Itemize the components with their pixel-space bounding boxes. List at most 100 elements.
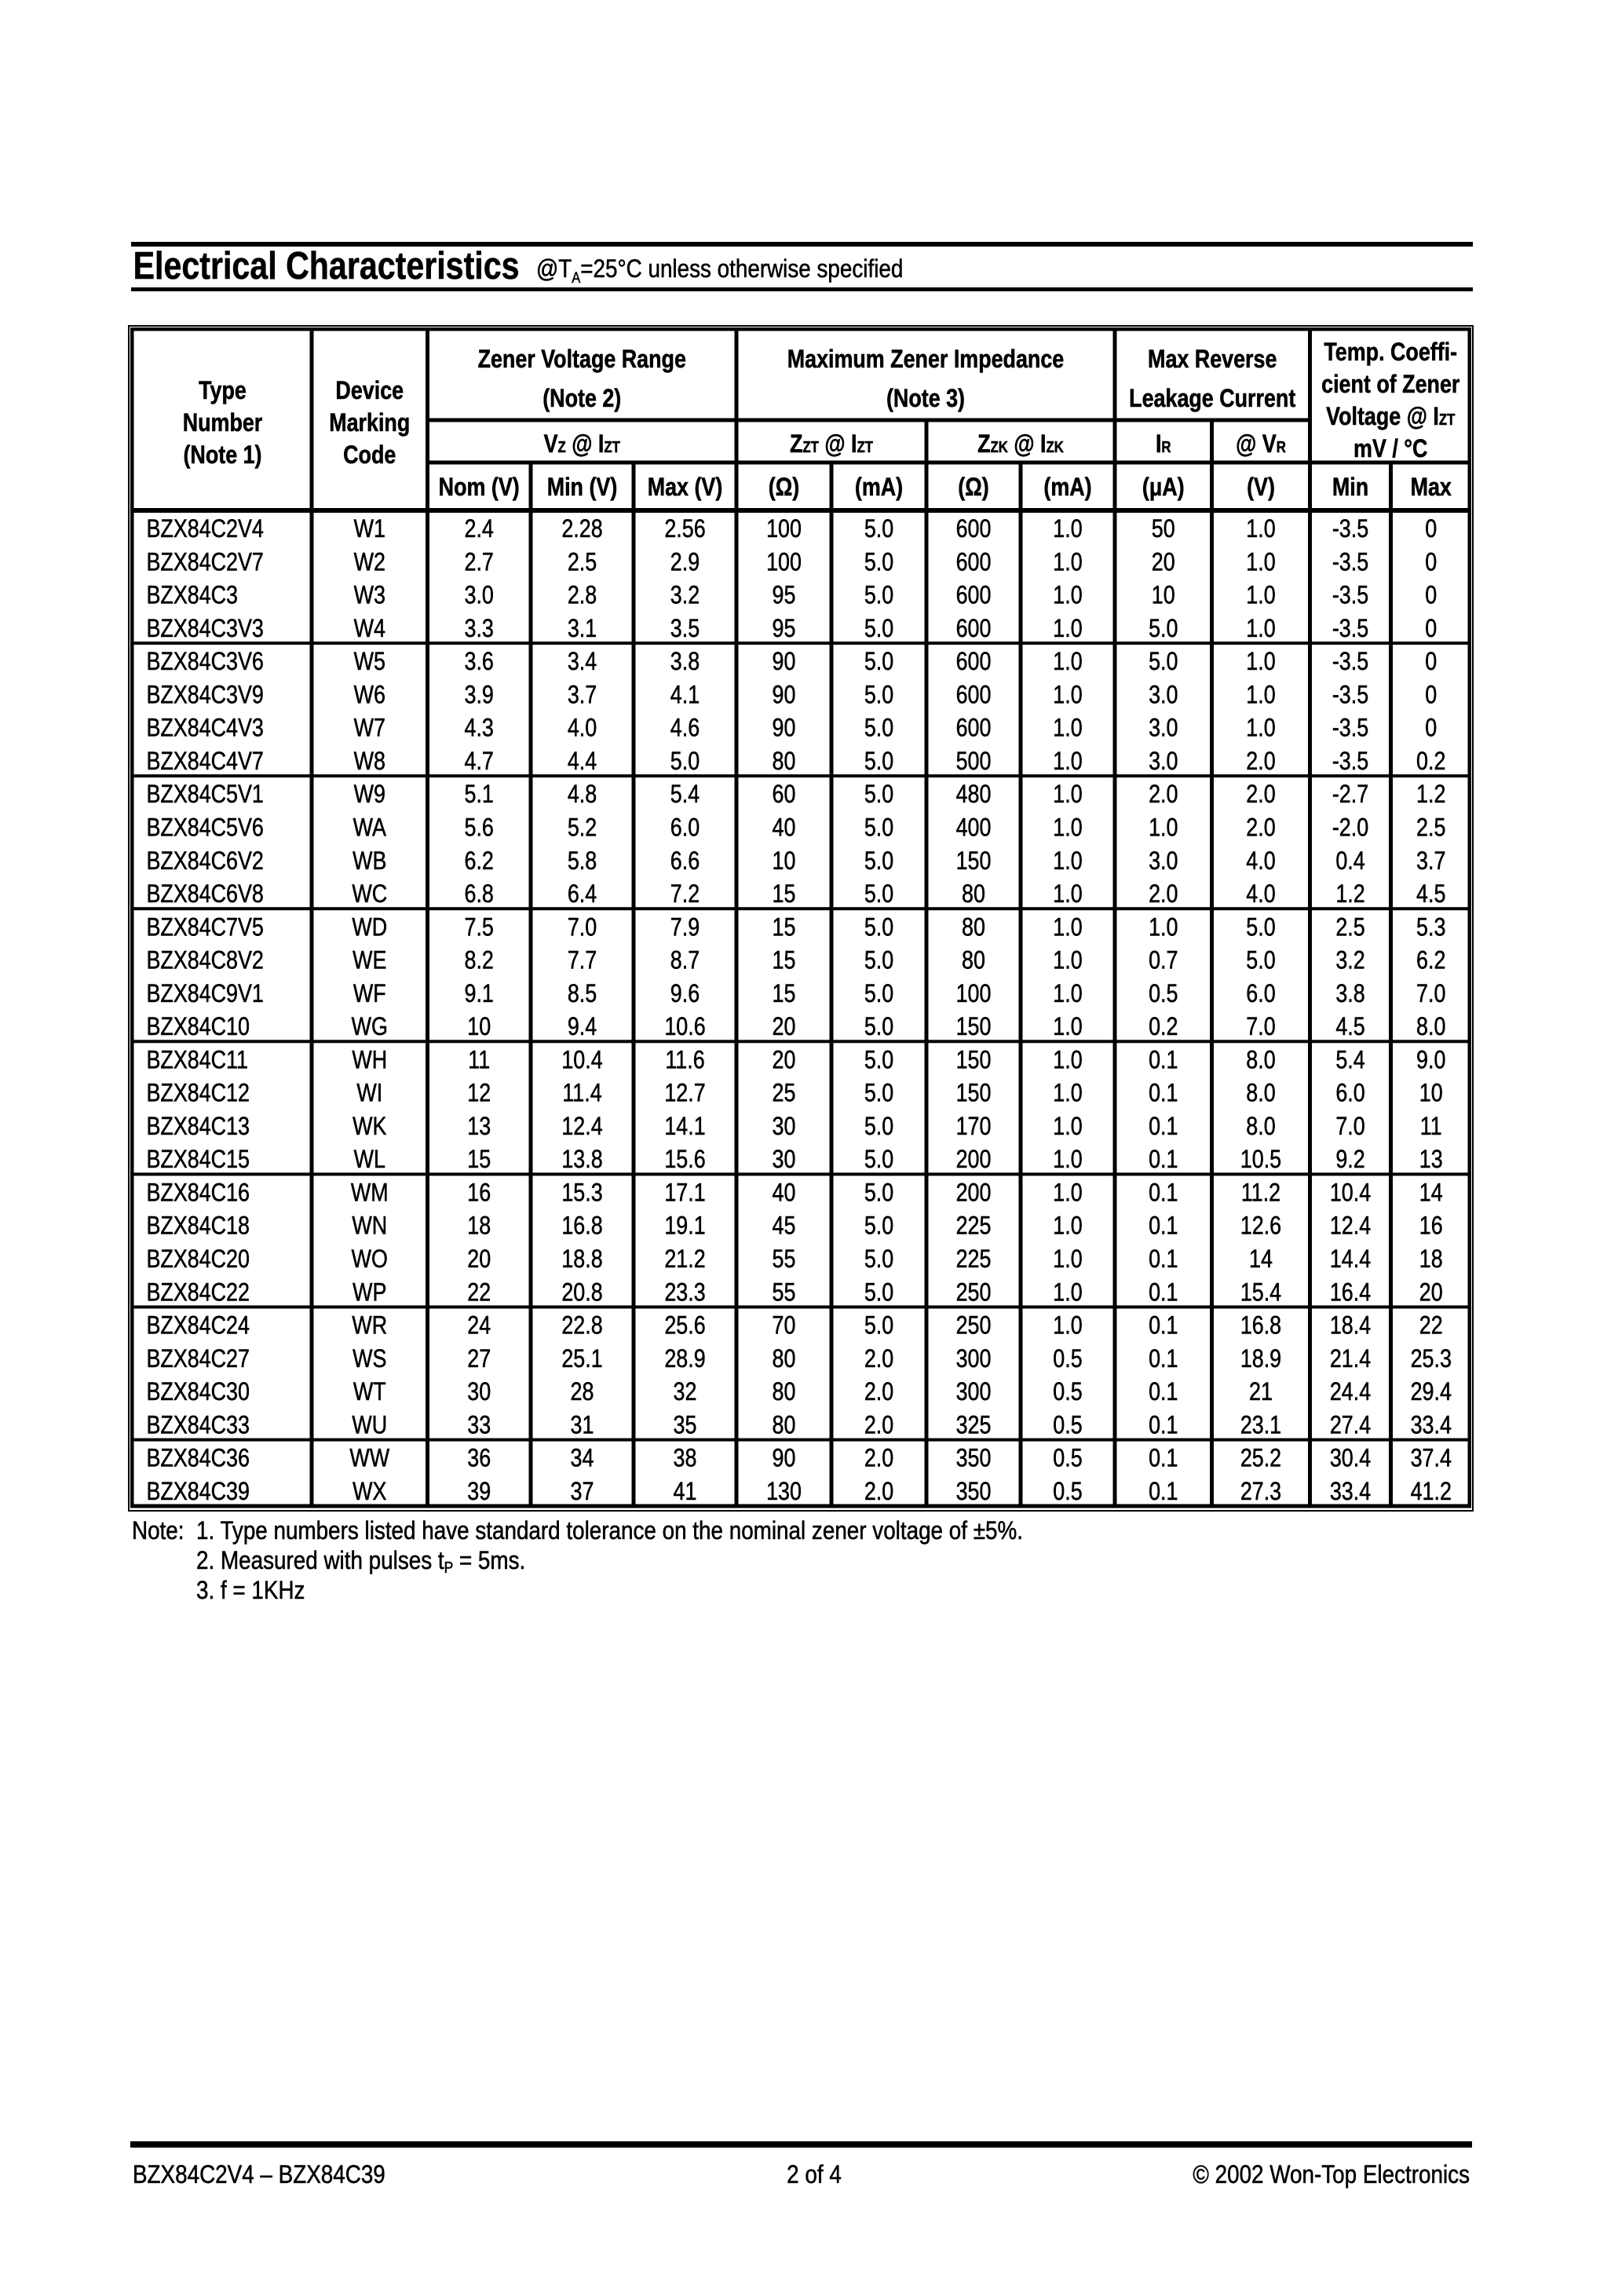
svg-text:4.7: 4.7 <box>465 748 494 776</box>
svg-text:480: 480 <box>956 781 992 809</box>
svg-text:21.2: 21.2 <box>664 1245 705 1274</box>
svg-text:0: 0 <box>1425 648 1437 676</box>
svg-text:40: 40 <box>773 1179 796 1207</box>
svg-text:21.4: 21.4 <box>1330 1345 1371 1373</box>
svg-text:2.5: 2.5 <box>568 548 597 576</box>
svg-text:1.0: 1.0 <box>1053 1245 1082 1274</box>
svg-text:170: 170 <box>956 1113 992 1141</box>
svg-text:9.2: 9.2 <box>1335 1146 1364 1174</box>
svg-text:Note:: Note: <box>132 1517 184 1545</box>
svg-text:1.0: 1.0 <box>1053 1013 1082 1041</box>
svg-text:10: 10 <box>1152 581 1175 609</box>
svg-text:5.0: 5.0 <box>864 880 893 909</box>
svg-text:BZX84C3V6: BZX84C3V6 <box>146 648 263 676</box>
svg-text:1.0: 1.0 <box>1053 1179 1082 1207</box>
svg-text:1.0: 1.0 <box>1053 515 1082 543</box>
svg-text:1.0: 1.0 <box>1246 581 1275 609</box>
svg-text:mV / °C: mV / °C <box>1353 435 1427 463</box>
svg-text:27.4: 27.4 <box>1330 1411 1371 1439</box>
svg-text:0.7: 0.7 <box>1149 946 1178 974</box>
svg-text:6.0: 6.0 <box>1246 980 1275 1008</box>
svg-text:1.0: 1.0 <box>1246 615 1275 643</box>
svg-text:1.0: 1.0 <box>1053 946 1082 974</box>
svg-text:6.2: 6.2 <box>465 847 494 876</box>
svg-text:300: 300 <box>956 1345 992 1373</box>
svg-text:1.0: 1.0 <box>1053 980 1082 1008</box>
svg-text:18.9: 18.9 <box>1240 1345 1281 1373</box>
svg-text:100: 100 <box>956 980 992 1008</box>
svg-text:33.4: 33.4 <box>1330 1478 1371 1506</box>
svg-text:4.1: 4.1 <box>670 681 700 709</box>
svg-text:80: 80 <box>962 913 985 941</box>
svg-text:2.9: 2.9 <box>670 548 700 576</box>
svg-text:5.0: 5.0 <box>1246 946 1275 974</box>
svg-text:600: 600 <box>956 681 992 709</box>
svg-text:9.0: 9.0 <box>1416 1046 1445 1074</box>
svg-text:13.8: 13.8 <box>561 1146 602 1174</box>
svg-text:BZX84C33: BZX84C33 <box>146 1411 249 1439</box>
svg-text:3.3: 3.3 <box>465 615 494 643</box>
svg-text:95: 95 <box>773 581 796 609</box>
svg-text:6.0: 6.0 <box>670 813 700 842</box>
svg-text:3.0: 3.0 <box>465 581 494 609</box>
svg-text:25.3: 25.3 <box>1411 1345 1452 1373</box>
svg-text:3.0: 3.0 <box>1149 715 1178 743</box>
svg-text:WE: WE <box>353 946 386 974</box>
svg-text:39: 39 <box>467 1478 491 1506</box>
svg-text:6.8: 6.8 <box>465 880 494 909</box>
svg-text:BZX84C3: BZX84C3 <box>146 581 238 609</box>
svg-text:325: 325 <box>956 1411 992 1439</box>
svg-text:BZX84C10: BZX84C10 <box>146 1013 249 1041</box>
svg-text:WL: WL <box>354 1146 385 1174</box>
svg-text:20: 20 <box>1152 548 1175 576</box>
svg-text:4.5: 4.5 <box>1416 880 1445 909</box>
svg-text:3.7: 3.7 <box>568 681 597 709</box>
svg-text:11: 11 <box>468 1046 490 1074</box>
svg-text:55: 55 <box>773 1278 796 1307</box>
svg-text:(Note 1): (Note 1) <box>183 441 261 470</box>
svg-text:17.1: 17.1 <box>664 1179 705 1207</box>
svg-text:20: 20 <box>1419 1278 1443 1307</box>
svg-text:5.0: 5.0 <box>864 1046 893 1074</box>
svg-text:80: 80 <box>773 1378 796 1406</box>
svg-text:55: 55 <box>773 1245 796 1274</box>
svg-text:1.0: 1.0 <box>1053 681 1082 709</box>
svg-text:1.0: 1.0 <box>1053 913 1082 941</box>
svg-text:4.0: 4.0 <box>1246 847 1275 876</box>
svg-text:2 of 4: 2 of 4 <box>787 2161 842 2188</box>
svg-text:WR: WR <box>352 1311 387 1340</box>
svg-text:7.0: 7.0 <box>1416 980 1445 1008</box>
svg-text:BZX84C4V3: BZX84C4V3 <box>146 715 263 743</box>
svg-text:BZX84C8V2: BZX84C8V2 <box>146 946 263 974</box>
svg-text:37: 37 <box>571 1478 594 1506</box>
svg-text:70: 70 <box>773 1311 796 1340</box>
svg-text:-3.5: -3.5 <box>1332 681 1368 709</box>
svg-text:1.0: 1.0 <box>1053 648 1082 676</box>
svg-text:© 2002 Won-Top Electronics: © 2002 Won-Top Electronics <box>1193 2161 1470 2188</box>
svg-text:W4: W4 <box>354 615 385 643</box>
svg-text:Nom (V): Nom (V) <box>439 473 520 502</box>
svg-text:5.0: 5.0 <box>864 980 893 1008</box>
svg-text:10: 10 <box>467 1013 491 1041</box>
svg-text:5.2: 5.2 <box>568 813 597 842</box>
svg-text:Code: Code <box>343 441 396 470</box>
svg-text:1.0: 1.0 <box>1246 715 1275 743</box>
svg-text:2.0: 2.0 <box>864 1378 893 1406</box>
svg-text:BZX84C20: BZX84C20 <box>146 1245 249 1274</box>
svg-text:1.0: 1.0 <box>1053 813 1082 842</box>
svg-text:2.5: 2.5 <box>1416 813 1445 842</box>
svg-text:@TA=25°C unless otherwise spec: @TA=25°C unless otherwise specified <box>536 255 903 286</box>
svg-text:Leakage Current: Leakage Current <box>1129 385 1295 413</box>
svg-text:5.8: 5.8 <box>568 847 597 876</box>
svg-text:3. f = 1KHz: 3. f = 1KHz <box>196 1577 305 1604</box>
svg-text:3.0: 3.0 <box>1149 847 1178 876</box>
svg-text:1.0: 1.0 <box>1246 648 1275 676</box>
svg-text:BZX84C13: BZX84C13 <box>146 1113 249 1141</box>
svg-text:5.0: 5.0 <box>864 913 893 941</box>
svg-text:W5: W5 <box>354 648 385 676</box>
svg-text:600: 600 <box>956 615 992 643</box>
svg-text:130: 130 <box>766 1478 802 1506</box>
svg-text:29.4: 29.4 <box>1411 1378 1452 1406</box>
svg-text:24.4: 24.4 <box>1330 1378 1371 1406</box>
svg-text:11.4: 11.4 <box>562 1080 601 1108</box>
